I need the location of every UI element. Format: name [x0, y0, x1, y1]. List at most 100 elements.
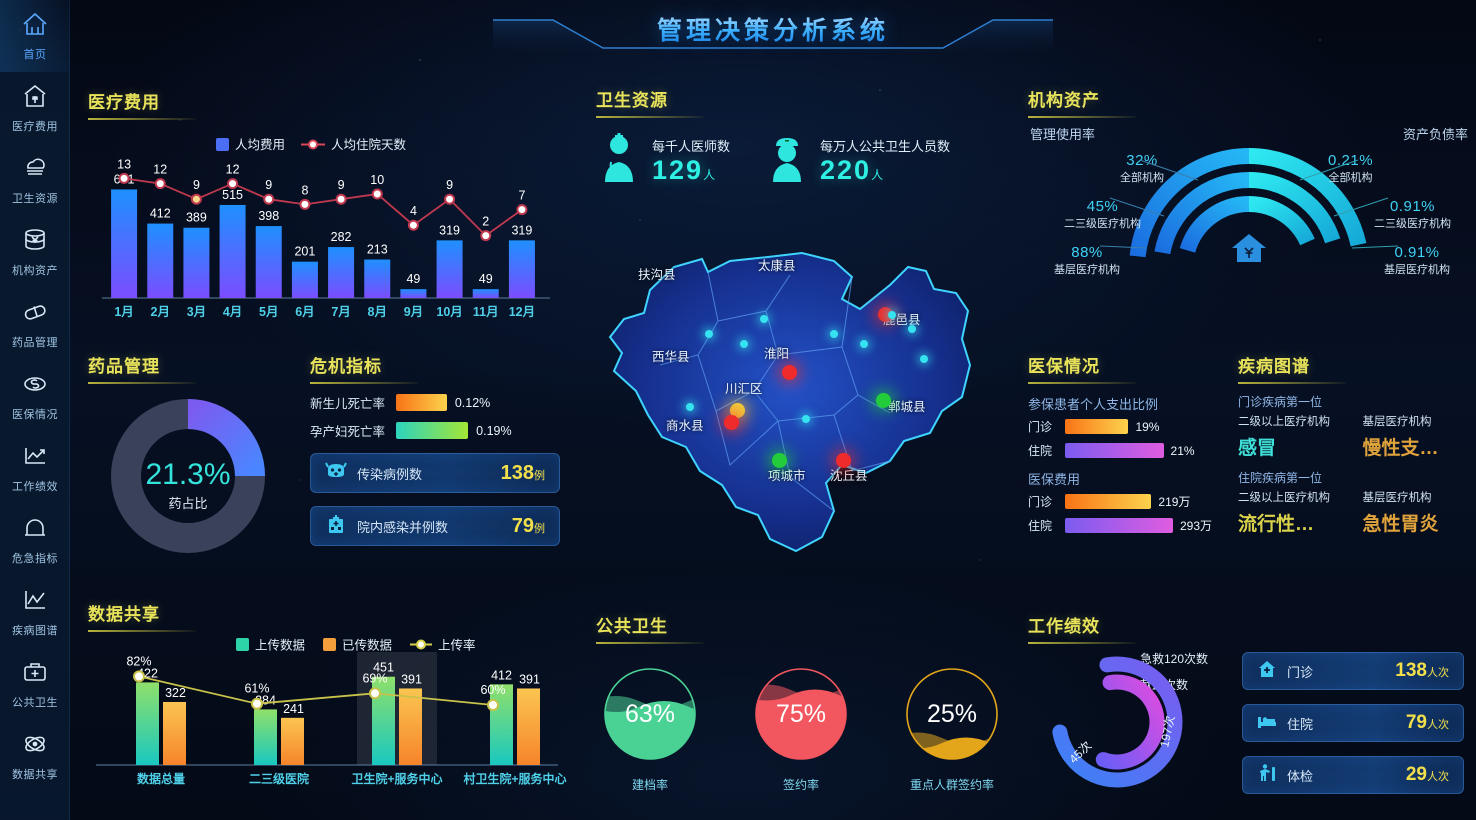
stat-card-unit: 人次: [1427, 667, 1449, 679]
sidebar-item-work-performance[interactable]: 工作绩效: [0, 432, 70, 504]
hospital-icon: [20, 83, 50, 114]
stat-card[interactable]: 住院 79人次: [1242, 704, 1464, 742]
axis-tick-label: 卫生院+服务中心: [351, 771, 442, 786]
title-underline: [1028, 382, 1136, 384]
map-marker-small: [920, 355, 928, 363]
map-marker-yellow[interactable]: [730, 403, 745, 418]
title-underline: [596, 642, 704, 644]
insurance-bar-row: 住院 293万: [1028, 517, 1233, 534]
data-sharing-chart: 上传数据 已传数据 上传率 422322数据总量284241二三级医院451391卫…: [96, 638, 567, 786]
performance-arc-outer: [1052, 656, 1183, 788]
sidebar-item-label: 卫生资源: [12, 192, 58, 205]
panel-health-resource: 卫生资源 每千人医师数 129人 每万人公共卫生人员数 220人: [596, 86, 1016, 196]
header: 管理决策分析系统: [70, 0, 1476, 62]
line-marker: [263, 193, 275, 205]
region-map[interactable]: 扶沟县 太康县 西华县 淮阳 川汇区 商水县 鹿邑县 郸城县 项城市 沈丘县: [590, 215, 1000, 590]
panel-public-health: 公共卫生 63% 建档率 75% 签约率: [596, 612, 1006, 812]
line-marker: [227, 178, 239, 190]
map-marker-red[interactable]: [724, 415, 739, 430]
sidebar-item-insurance[interactable]: 医保情况: [0, 360, 70, 432]
hospital-building-icon: [325, 514, 347, 539]
sidebar-item-drug-management[interactable]: 药品管理: [0, 288, 70, 360]
bar: [254, 709, 277, 765]
crisis-card-value: 79: [511, 514, 534, 537]
panel-title-text: 医疗费用: [88, 93, 160, 112]
bar-value: 49: [406, 272, 420, 286]
bar-value: 49: [479, 272, 493, 286]
disease-name: 流行性…: [1238, 514, 1315, 535]
insurance-group1-label: 参保患者个人支出比例: [1028, 397, 1159, 412]
map-marker-small: [830, 330, 838, 338]
hres-label: 每万人公共卫生人员数: [820, 138, 951, 154]
insurance-group2-label: 医保费用: [1028, 472, 1081, 487]
line-marker: [407, 219, 419, 231]
sidebar-item-institution-assets[interactable]: 机构资产: [0, 216, 70, 288]
crisis-card[interactable]: 传染病例数 138例: [310, 453, 560, 493]
asset-name: 基层医疗机构: [1054, 264, 1120, 276]
legend-marker: [416, 639, 426, 650]
nurse-icon: [764, 132, 810, 189]
stat-card[interactable]: 体检 29人次: [1242, 756, 1464, 794]
bar-value: 398: [258, 209, 279, 223]
bar-value: 451: [373, 661, 394, 675]
assets-right-title: 资产负债率: [1402, 127, 1468, 142]
asset-arc-left: [1154, 172, 1250, 255]
map-marker-green[interactable]: [876, 393, 891, 408]
map-marker-small: [740, 340, 748, 348]
title-underline: [1238, 382, 1346, 384]
axis-tick-label: 数据总量: [137, 771, 185, 786]
bar-value: 319: [511, 223, 532, 237]
stat-card-value: 138: [1395, 660, 1427, 681]
sidebar-item-data-sharing[interactable]: 数据共享: [0, 720, 70, 792]
sidebar-item-home[interactable]: 首页: [0, 0, 70, 72]
legend-swatch: [236, 638, 249, 651]
svg-text:21.3%: 21.3%: [145, 458, 230, 491]
bar-value: 412: [491, 668, 512, 682]
sidebar-item-health-resource[interactable]: 卫生资源: [0, 144, 70, 216]
sidebar-item-public-health[interactable]: 公共卫生: [0, 648, 70, 720]
disease-section: 住院疾病第一位 二级以上医疗机构 流行性… 基层医疗机构 急性胃炎: [1238, 469, 1473, 536]
legend-swatch: [216, 138, 229, 151]
map-marker-red[interactable]: [836, 453, 851, 468]
map-label-huaiyang: 淮阳: [764, 347, 790, 361]
bar: [255, 226, 282, 298]
panel-title-text: 医保情况: [1028, 357, 1100, 376]
insurance-bar-fill: [1065, 443, 1164, 458]
gauge-value: 63%: [625, 700, 675, 728]
panel-title-text: 疾病图谱: [1238, 357, 1310, 376]
disease-section: 门诊疾病第一位 二级以上医疗机构 感冒 基层医疗机构 慢性支…: [1238, 393, 1473, 460]
axis-tick-label: 9月: [404, 305, 423, 319]
asset-pct: 88%: [1071, 244, 1103, 261]
sidebar-item-label: 首页: [23, 48, 47, 61]
crisis-bar-value: 0.19%: [476, 423, 512, 438]
disease-column: 基层医疗机构 急性胃炎: [1363, 489, 1474, 536]
performance-donut: 197次 45次: [1052, 656, 1183, 788]
sidebar-item-disease-map[interactable]: 疾病图谱: [0, 576, 70, 648]
panel-title-disease: 疾病图谱: [1238, 352, 1473, 384]
insurance-bar-label: 门诊: [1028, 495, 1053, 509]
crisis-card[interactable]: 院内感染并例数 79例: [310, 506, 560, 546]
stat-card[interactable]: 门诊 138人次: [1242, 652, 1464, 690]
bar-value: 201: [294, 245, 315, 259]
title-underline: [596, 116, 704, 118]
map-marker-red[interactable]: [782, 365, 797, 380]
line-marker: [133, 670, 145, 683]
asset-pct: 0.21%: [1328, 152, 1374, 169]
sidebar-item-label: 医保情况: [12, 408, 58, 421]
sidebar-item-medical-cost[interactable]: 医疗费用: [0, 72, 70, 144]
panel-data-sharing: 数据共享 上传数据 已传数据 上传率 422 322 数据总量 284 241 二三级医院 45…: [88, 600, 568, 815]
legend-label: 上传数据: [255, 638, 305, 653]
sidebar-item-label: 公共卫生: [12, 696, 58, 709]
map-marker-small: [802, 415, 810, 423]
bar: [183, 227, 210, 298]
bar: [399, 688, 422, 765]
performance-arc-inner: [1095, 674, 1165, 770]
insurance-bar-label: 住院: [1028, 519, 1053, 533]
map-marker-green[interactable]: [772, 453, 787, 468]
sidebar-item-label: 医疗费用: [12, 120, 58, 133]
sidebar-item-crisis-indicator[interactable]: 危急指标: [0, 504, 70, 576]
disease-column: 基层医疗机构 慢性支…: [1363, 413, 1474, 460]
asset-name: 全部机构: [1328, 172, 1373, 184]
map-label-xihua: 西华县: [652, 350, 690, 364]
